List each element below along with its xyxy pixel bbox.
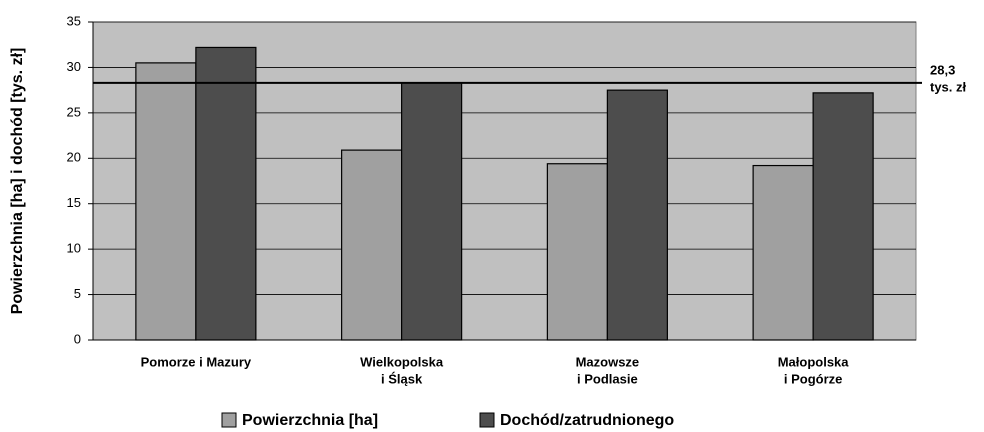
y-tick-label: 5: [74, 286, 81, 301]
x-tick-label: Wielkopolska: [360, 354, 444, 369]
x-tick-label: i Śląsk: [381, 371, 423, 386]
y-tick-label: 10: [67, 241, 81, 256]
legend-swatch: [221, 412, 237, 428]
y-tick-label: 20: [67, 150, 81, 165]
x-tick-label: i Pogórze: [784, 371, 843, 386]
legend-label: Dochód/zatrudnionego: [500, 412, 674, 429]
x-tick-label: Pomorze i Mazury: [141, 354, 252, 369]
bar: [341, 149, 403, 341]
reference-label: 28,3: [930, 62, 955, 77]
bar: [606, 89, 668, 341]
y-tick-label: 30: [67, 59, 81, 74]
bar: [135, 62, 197, 341]
y-tick-label: 15: [67, 195, 81, 210]
x-tick-label: i Podlasie: [577, 371, 638, 386]
legend-label: Powierzchnia [ha]: [242, 412, 378, 429]
y-axis-label: Powierzchnia [ha] i dochód [tys. zł]: [9, 48, 26, 315]
y-tick-label: 35: [67, 13, 81, 28]
bar: [401, 82, 463, 341]
bar: [195, 46, 257, 341]
y-tick-label: 0: [74, 331, 81, 346]
bar: [546, 163, 608, 341]
legend-swatch: [479, 412, 495, 428]
reference-label: tys. zł: [930, 79, 967, 94]
y-tick-label: 25: [67, 104, 81, 119]
x-tick-label: Małopolska: [778, 354, 850, 369]
x-tick-label: Mazowsze: [576, 354, 640, 369]
bar: [812, 92, 874, 341]
bar: [752, 164, 814, 341]
